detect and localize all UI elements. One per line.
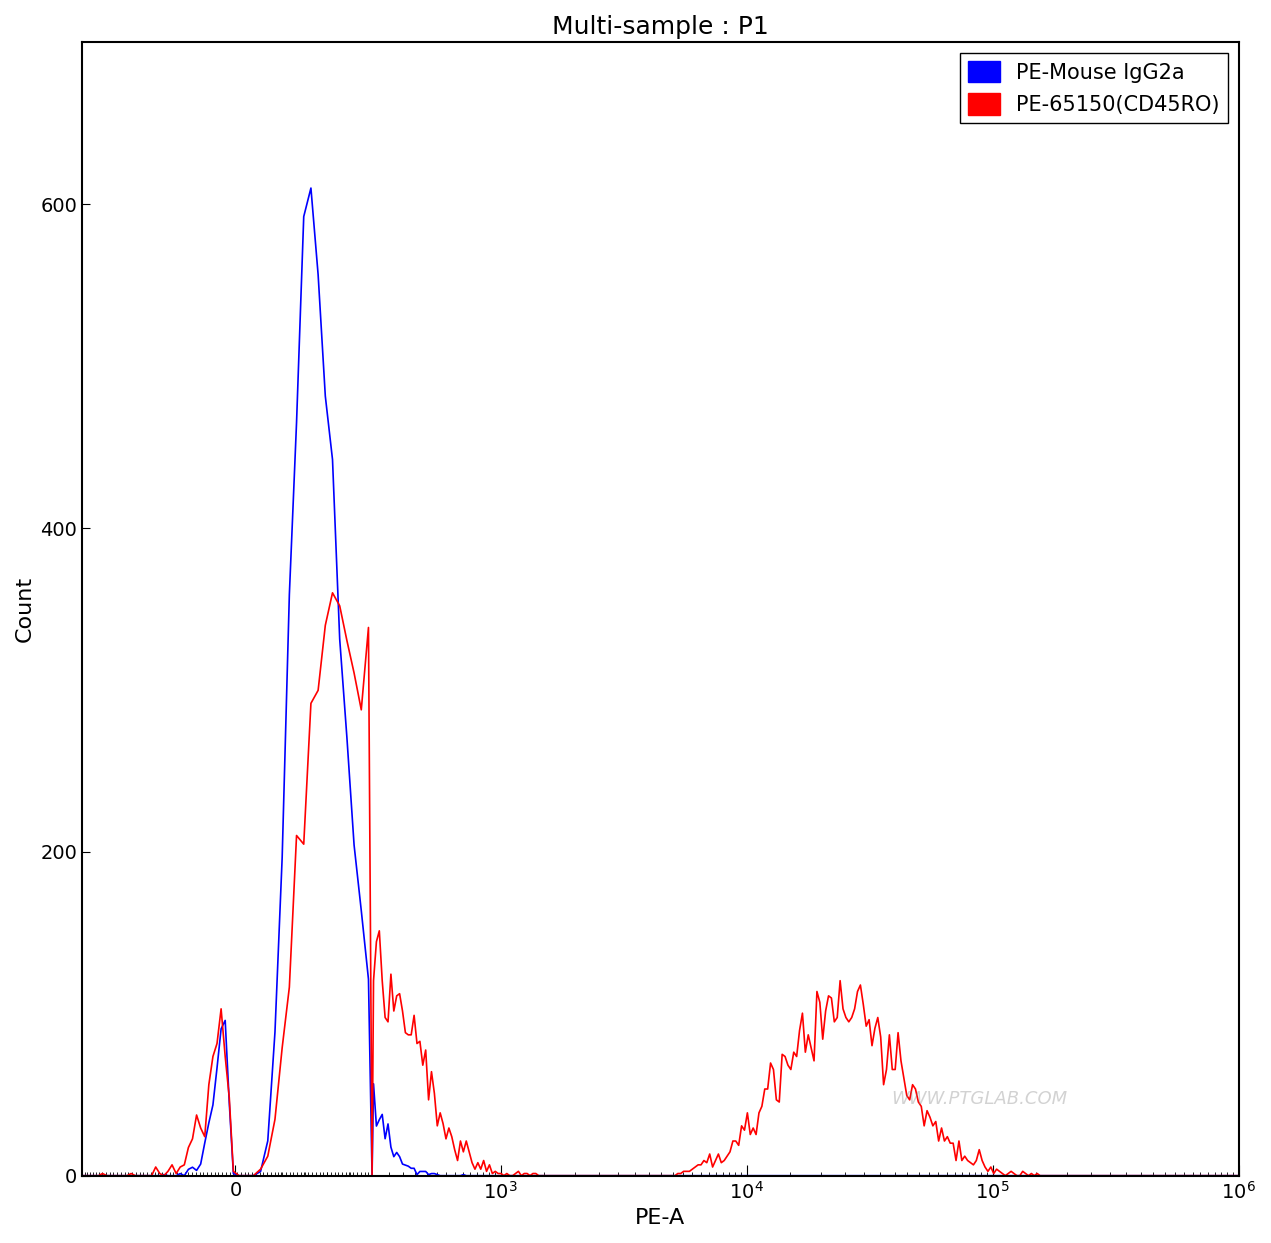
Title: Multi-sample : P1: Multi-sample : P1 — [552, 15, 769, 39]
PE-65150(CD45RO) — [508, 1166, 524, 1181]
Line: PE-Mouse IgG2a: PE-Mouse IgG2a — [84, 188, 1237, 1176]
PE-Mouse IgG2a — [479, 1168, 494, 1183]
PE-Mouse IgG2a — [1229, 1168, 1244, 1183]
PE-65150(CD45RO) — [780, 1058, 796, 1073]
PE-65150(CD45RO) — [661, 1168, 676, 1183]
Line: PE-65150(CD45RO): PE-65150(CD45RO) — [84, 593, 1237, 1176]
Y-axis label: Count: Count — [15, 576, 36, 643]
Legend: PE-Mouse IgG2a, PE-65150(CD45RO): PE-Mouse IgG2a, PE-65150(CD45RO) — [960, 52, 1228, 123]
PE-Mouse IgG2a — [107, 1168, 122, 1183]
PE-65150(CD45RO) — [76, 1168, 92, 1183]
PE-Mouse IgG2a — [661, 1168, 676, 1183]
X-axis label: PE-A: PE-A — [636, 1208, 685, 1228]
PE-Mouse IgG2a — [76, 1168, 92, 1183]
PE-65150(CD45RO) — [107, 1168, 122, 1183]
PE-Mouse IgG2a — [304, 180, 319, 195]
PE-Mouse IgG2a — [780, 1168, 796, 1183]
PE-65150(CD45RO) — [479, 1163, 494, 1178]
PE-Mouse IgG2a — [508, 1168, 524, 1183]
PE-65150(CD45RO) — [325, 585, 341, 600]
PE-Mouse IgG2a — [554, 1168, 569, 1183]
PE-65150(CD45RO) — [1229, 1168, 1244, 1183]
PE-65150(CD45RO) — [554, 1168, 569, 1183]
Text: WWW.PTGLAB.COM: WWW.PTGLAB.COM — [892, 1090, 1068, 1108]
